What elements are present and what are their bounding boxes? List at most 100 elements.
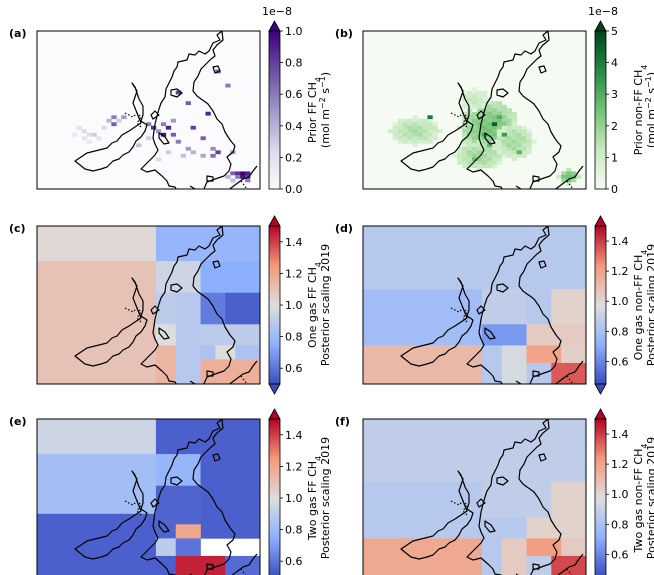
heatmap-cell	[225, 83, 231, 88]
colorbar-label-line1: Prior FF CH4	[306, 77, 323, 143]
heatmap-cell	[462, 129, 468, 134]
heatmap-cell	[566, 167, 572, 172]
heatmap-cell	[462, 104, 468, 109]
heatmap-cell	[402, 125, 408, 130]
heatmap-cell	[491, 104, 498, 109]
panel-label: (a)	[9, 27, 26, 40]
heatmap-cell	[427, 136, 433, 141]
heatmap-cell	[516, 125, 522, 130]
heatmap-field	[37, 31, 260, 189]
heatmap-region	[200, 324, 226, 346]
colorbar-tick-label: 0.8	[611, 518, 629, 531]
heatmap-cell	[556, 174, 562, 179]
heatmap-cell	[397, 118, 403, 123]
heatmap-region	[363, 226, 586, 290]
heatmap-cell	[501, 143, 508, 148]
heatmap-cell	[462, 111, 468, 116]
heatmap-cell	[521, 125, 527, 130]
heatmap-cell	[506, 132, 512, 137]
heatmap-cell	[467, 160, 473, 165]
heatmap-cell	[402, 122, 408, 127]
panel-frame	[36, 225, 261, 385]
heatmap-cell	[526, 132, 532, 137]
heatmap-cell	[521, 150, 527, 155]
heatmap-cell	[392, 129, 398, 134]
heatmap-region	[155, 261, 201, 294]
heatmap-cell	[150, 125, 157, 130]
colorbar-tick-label: 1	[611, 151, 618, 164]
heatmap-cell	[516, 143, 522, 148]
colorbar: 0 1 2 3 4 5 1e−8 Prior non-FF CH4(mol m−2 s−1)	[588, 5, 654, 196]
heatmap-cell	[491, 115, 498, 120]
heatmap-region	[37, 419, 157, 455]
heatmap-cell	[462, 150, 468, 155]
heatmap-cell	[422, 129, 428, 134]
heatmap-cell	[496, 122, 503, 127]
heatmap-cell	[526, 129, 532, 134]
colorbar-tick-label: 1.4	[611, 235, 629, 248]
colorbar-tick-label: 2	[611, 120, 618, 133]
heatmap-cell	[481, 101, 488, 106]
heatmap-cell	[467, 101, 473, 106]
heatmap-cell	[412, 115, 418, 120]
heatmap-field	[363, 419, 586, 575]
heatmap-region	[155, 292, 177, 325]
heatmap-cell	[476, 146, 483, 151]
heatmap-cell	[472, 94, 478, 99]
heatmap-region	[175, 345, 201, 384]
heatmap-cell	[511, 115, 517, 120]
heatmap-cell	[481, 125, 488, 130]
colorbar-tick-label: 0.8	[285, 57, 303, 70]
heatmap-cell	[506, 125, 512, 130]
heatmap-cell	[412, 143, 418, 148]
panel-frame	[362, 418, 587, 575]
colorbar-extend-max	[594, 20, 607, 32]
colorbar-label-line1: Prior non-FF CH4	[632, 65, 649, 156]
colorbar-extend-max	[594, 215, 607, 227]
heatmap-cell	[521, 129, 527, 134]
heatmap-cell	[240, 174, 246, 179]
heatmap-cell	[566, 178, 572, 183]
heatmap-cell	[397, 132, 403, 137]
heatmap-cell	[506, 143, 512, 148]
heatmap-region	[481, 517, 527, 539]
heatmap-cell	[531, 139, 537, 144]
heatmap-cell	[501, 129, 508, 134]
colorbar-tick-label: 1.2	[611, 265, 629, 278]
heatmap-region	[155, 226, 260, 262]
heatmap-cell	[491, 108, 498, 113]
colorbar: 0.0 0.2 0.4 0.6 0.8 1.0 1e−8 Prior FF CH4(mol m…	[262, 5, 332, 196]
heatmap-cell	[516, 139, 522, 144]
heatmap-cell	[467, 118, 473, 123]
heatmap-cell	[397, 136, 403, 141]
heatmap-cell	[467, 153, 473, 158]
heatmap-cell	[526, 146, 532, 151]
heatmap-cell	[467, 104, 473, 109]
heatmap-cell	[170, 132, 177, 137]
heatmap-cell	[462, 94, 468, 99]
heatmap-cell	[402, 129, 408, 134]
heatmap-region	[200, 261, 260, 294]
colorbar-exponent: 1e−8	[262, 5, 292, 18]
heatmap-cell	[481, 143, 488, 148]
heatmap-cell	[491, 101, 498, 106]
heatmap-cell	[467, 111, 473, 116]
heatmap-cell	[417, 139, 423, 144]
colorbar-tick-label: 1.2	[285, 460, 303, 473]
colorbar-tick-label: 0.6	[285, 555, 303, 568]
heatmap-cell	[511, 129, 517, 134]
heatmap-cell	[230, 178, 236, 183]
heatmap-cell	[496, 157, 503, 162]
heatmap-field	[363, 226, 586, 384]
heatmap-cell	[496, 139, 503, 144]
heatmap-cell	[472, 115, 478, 120]
heatmap-cell	[467, 157, 473, 162]
heatmap-cell	[511, 146, 517, 151]
heatmap-cell	[472, 90, 478, 95]
heatmap-cell	[516, 146, 522, 151]
colorbar-tick-label: 1.2	[285, 267, 303, 280]
